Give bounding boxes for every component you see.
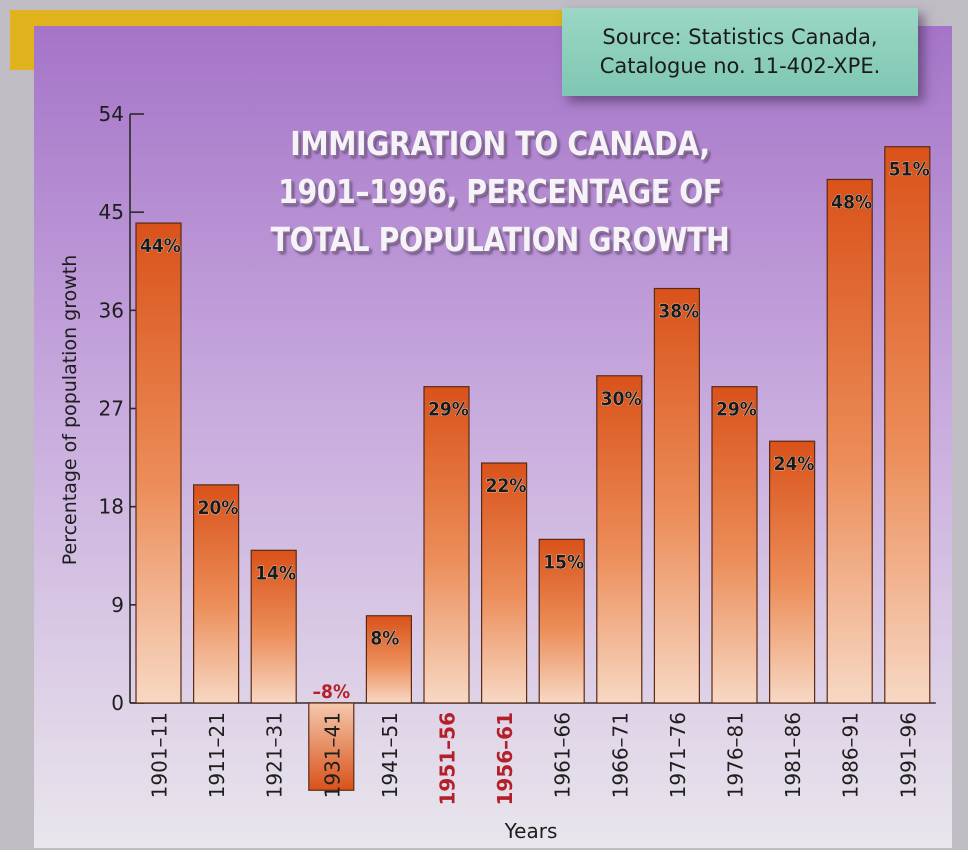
source-note: Source: Statistics Canada, Catalogue no.… [562,8,918,96]
x-tick-label: 1961–66 [551,712,575,798]
x-tick-label: 1951–56 [436,712,460,806]
x-tick-label: 1941–51 [378,712,402,798]
x-tick-label: 1911–21 [205,712,229,798]
chart-title-line-3: TOTAL POPULATION GROWTH [270,220,730,259]
data-label: 51% [889,159,930,181]
x-tick-label: 1971–76 [666,712,690,798]
bar-1956-61 [481,462,528,704]
y-tick-label: 36 [99,298,124,322]
source-line-2: Catalogue no. 11-402-XPE. [599,54,881,78]
y-axis-label: Percentage of population growth [59,255,81,566]
y-tick-label: 27 [99,397,124,421]
x-tick-label: 1921–31 [263,712,287,798]
data-label: 22% [486,475,527,497]
bar-1951-56 [423,386,470,704]
x-tick-labels: 1901–11 1911–21 1921–31 1931–41 1941–51 1951–… [148,712,921,806]
chart-title-line-1: IMMIGRATION TO CANADA, [290,124,710,163]
bar-1971-76 [653,287,701,704]
x-tick-label: 1981–86 [781,712,805,798]
y-axis: 0 9 18 27 36 45 54 [99,102,936,715]
data-label: 20% [198,497,239,519]
data-label: 38% [658,301,699,323]
y-tick-label: 45 [99,200,124,224]
chart-title: IMMIGRATION TO CANADA, 1901–1996, PERCEN… [268,120,732,264]
data-label: 15% [543,552,584,574]
data-label: 48% [831,192,872,214]
bar-1981-86 [768,440,816,704]
bar-1986-91 [826,178,873,704]
bar-1991-96 [884,146,931,704]
x-tick-label: 1976–81 [724,712,748,798]
bar-1931-41 [308,702,355,791]
y-tick-label: 54 [99,102,124,126]
x-tick-label: 1986–91 [839,712,863,798]
data-label: 14% [255,562,296,584]
x-axis-label: Years [504,819,558,843]
data-label: 29% [716,399,757,421]
chart-title-line-2: 1901–1996, PERCENTAGE OF [278,172,722,211]
y-tick-label: 18 [99,495,124,519]
data-label: –8% [313,681,351,703]
bar-1921-31 [250,549,297,704]
bar-1961-66 [538,538,585,704]
bar-1901-11 [135,222,182,704]
data-label: 8% [370,628,399,650]
bars-group: 44% 20% 14% –8% 8% 29% 22% 15% 30% 38% 29% 24% 48% 51… [135,146,931,791]
data-label: 29% [428,399,469,421]
x-tick-label: 1931–41 [320,712,344,798]
source-line-1: Source: Statistics Canada, [602,25,878,49]
plot-background [34,26,952,848]
data-label: 44% [140,235,181,257]
y-tick-label: 9 [111,593,124,617]
x-tick-label: 1991–96 [896,712,920,798]
x-tick-label: 1901–11 [148,712,172,798]
x-tick-label: 1966–71 [608,712,632,798]
data-label: 24% [774,453,815,475]
bar-1911-21 [193,484,240,704]
bar-1941-51 [365,615,412,704]
bar-1976-81 [711,386,758,704]
y-tick-label: 0 [111,691,124,715]
bar-1966-71 [596,375,643,704]
data-label: 30% [601,388,642,410]
x-tick-label: 1956–61 [493,712,517,806]
